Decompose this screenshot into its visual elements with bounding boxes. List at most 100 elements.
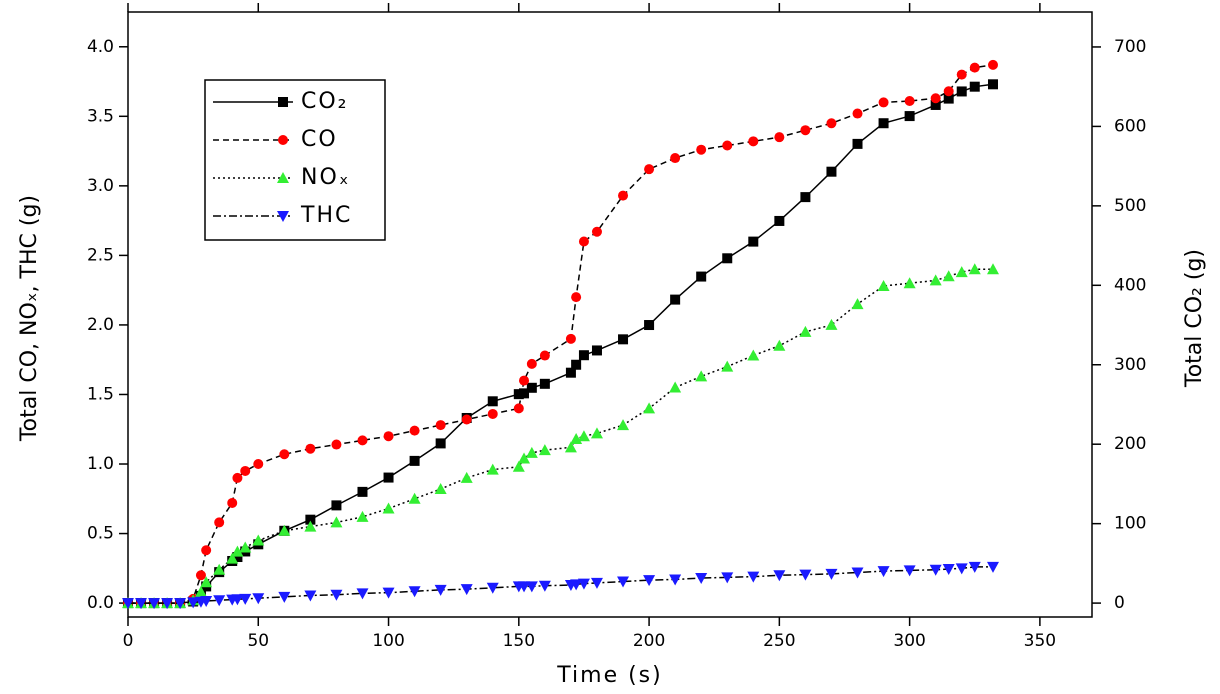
marker: [409, 455, 420, 466]
legend-label: CO: [301, 127, 338, 152]
marker: [305, 443, 316, 454]
x-tick-label: 150: [503, 631, 535, 651]
marker: [670, 153, 681, 164]
marker: [356, 588, 369, 600]
marker: [539, 378, 550, 389]
marker: [722, 253, 733, 264]
marker: [800, 192, 811, 203]
marker: [382, 502, 395, 514]
marker: [943, 86, 954, 97]
marker: [525, 446, 538, 458]
marker: [174, 598, 187, 610]
marker: [486, 582, 499, 594]
marker: [161, 598, 174, 610]
marker: [851, 567, 864, 579]
marker: [618, 334, 629, 345]
marker: [187, 597, 200, 609]
marker: [231, 594, 244, 606]
marker: [956, 86, 967, 97]
marker: [825, 568, 838, 580]
marker: [929, 274, 942, 286]
marker: [408, 586, 421, 598]
marker: [942, 270, 955, 282]
marker: [408, 492, 421, 504]
marker: [903, 277, 916, 289]
marker: [577, 430, 590, 442]
marker: [278, 591, 291, 603]
marker: [305, 514, 316, 525]
x-tick-label: 300: [893, 631, 925, 651]
legend-box: [204, 79, 386, 241]
marker: [526, 358, 537, 369]
series-line: [128, 268, 993, 604]
marker: [695, 370, 708, 382]
marker: [538, 444, 551, 456]
marker: [799, 325, 812, 337]
marker: [435, 420, 446, 431]
marker: [570, 579, 583, 591]
marker: [487, 408, 498, 419]
marker: [643, 402, 656, 414]
marker: [591, 345, 602, 356]
marker: [618, 190, 629, 201]
marker: [930, 99, 941, 110]
marker: [277, 211, 289, 222]
x-tick-label: 250: [763, 631, 795, 651]
marker: [331, 439, 342, 450]
marker: [696, 144, 707, 155]
y-tick-label: 2.0: [87, 315, 114, 335]
marker: [748, 136, 759, 147]
marker: [773, 570, 786, 582]
marker: [357, 435, 368, 446]
marker: [252, 593, 265, 605]
marker: [955, 266, 968, 278]
marker: [695, 573, 708, 585]
marker: [578, 350, 589, 361]
marker: [826, 118, 837, 129]
marker: [955, 563, 968, 575]
marker: [986, 263, 999, 275]
marker: [578, 236, 589, 247]
marker: [986, 561, 999, 573]
marker: [278, 524, 291, 536]
marker: [877, 279, 890, 291]
marker: [591, 226, 602, 237]
marker: [539, 350, 550, 361]
legend-label: CO₂: [301, 89, 349, 114]
marker: [513, 403, 524, 414]
marker: [148, 598, 161, 610]
y2-tick-label: 300: [1114, 355, 1146, 375]
marker: [617, 419, 630, 431]
marker: [304, 590, 317, 602]
marker: [565, 367, 576, 378]
marker: [670, 294, 681, 305]
marker: [799, 569, 812, 581]
marker: [253, 459, 264, 470]
marker: [774, 132, 785, 143]
marker: [748, 236, 759, 247]
marker: [356, 510, 369, 522]
marker: [525, 581, 538, 593]
marker: [519, 388, 530, 399]
y-tick-label: 4.0: [87, 37, 114, 57]
marker: [518, 452, 531, 464]
marker: [460, 471, 473, 483]
marker: [460, 584, 473, 596]
y2-tick-label: 600: [1114, 116, 1146, 136]
y-tick-label: 0.0: [87, 593, 114, 613]
y2-tick-label: 400: [1114, 275, 1146, 295]
y-tick-label: 0.5: [87, 524, 114, 544]
marker: [383, 472, 394, 483]
x-tick-label: 350: [1024, 631, 1056, 651]
y-tick-label: 3.5: [87, 106, 114, 126]
y-tick-label: 3.0: [87, 176, 114, 196]
marker: [435, 438, 446, 449]
marker: [942, 564, 955, 576]
x-tick-label: 100: [372, 631, 404, 651]
marker: [518, 581, 531, 593]
marker: [570, 432, 583, 444]
marker: [434, 584, 447, 596]
marker: [231, 545, 244, 557]
marker: [800, 125, 811, 136]
